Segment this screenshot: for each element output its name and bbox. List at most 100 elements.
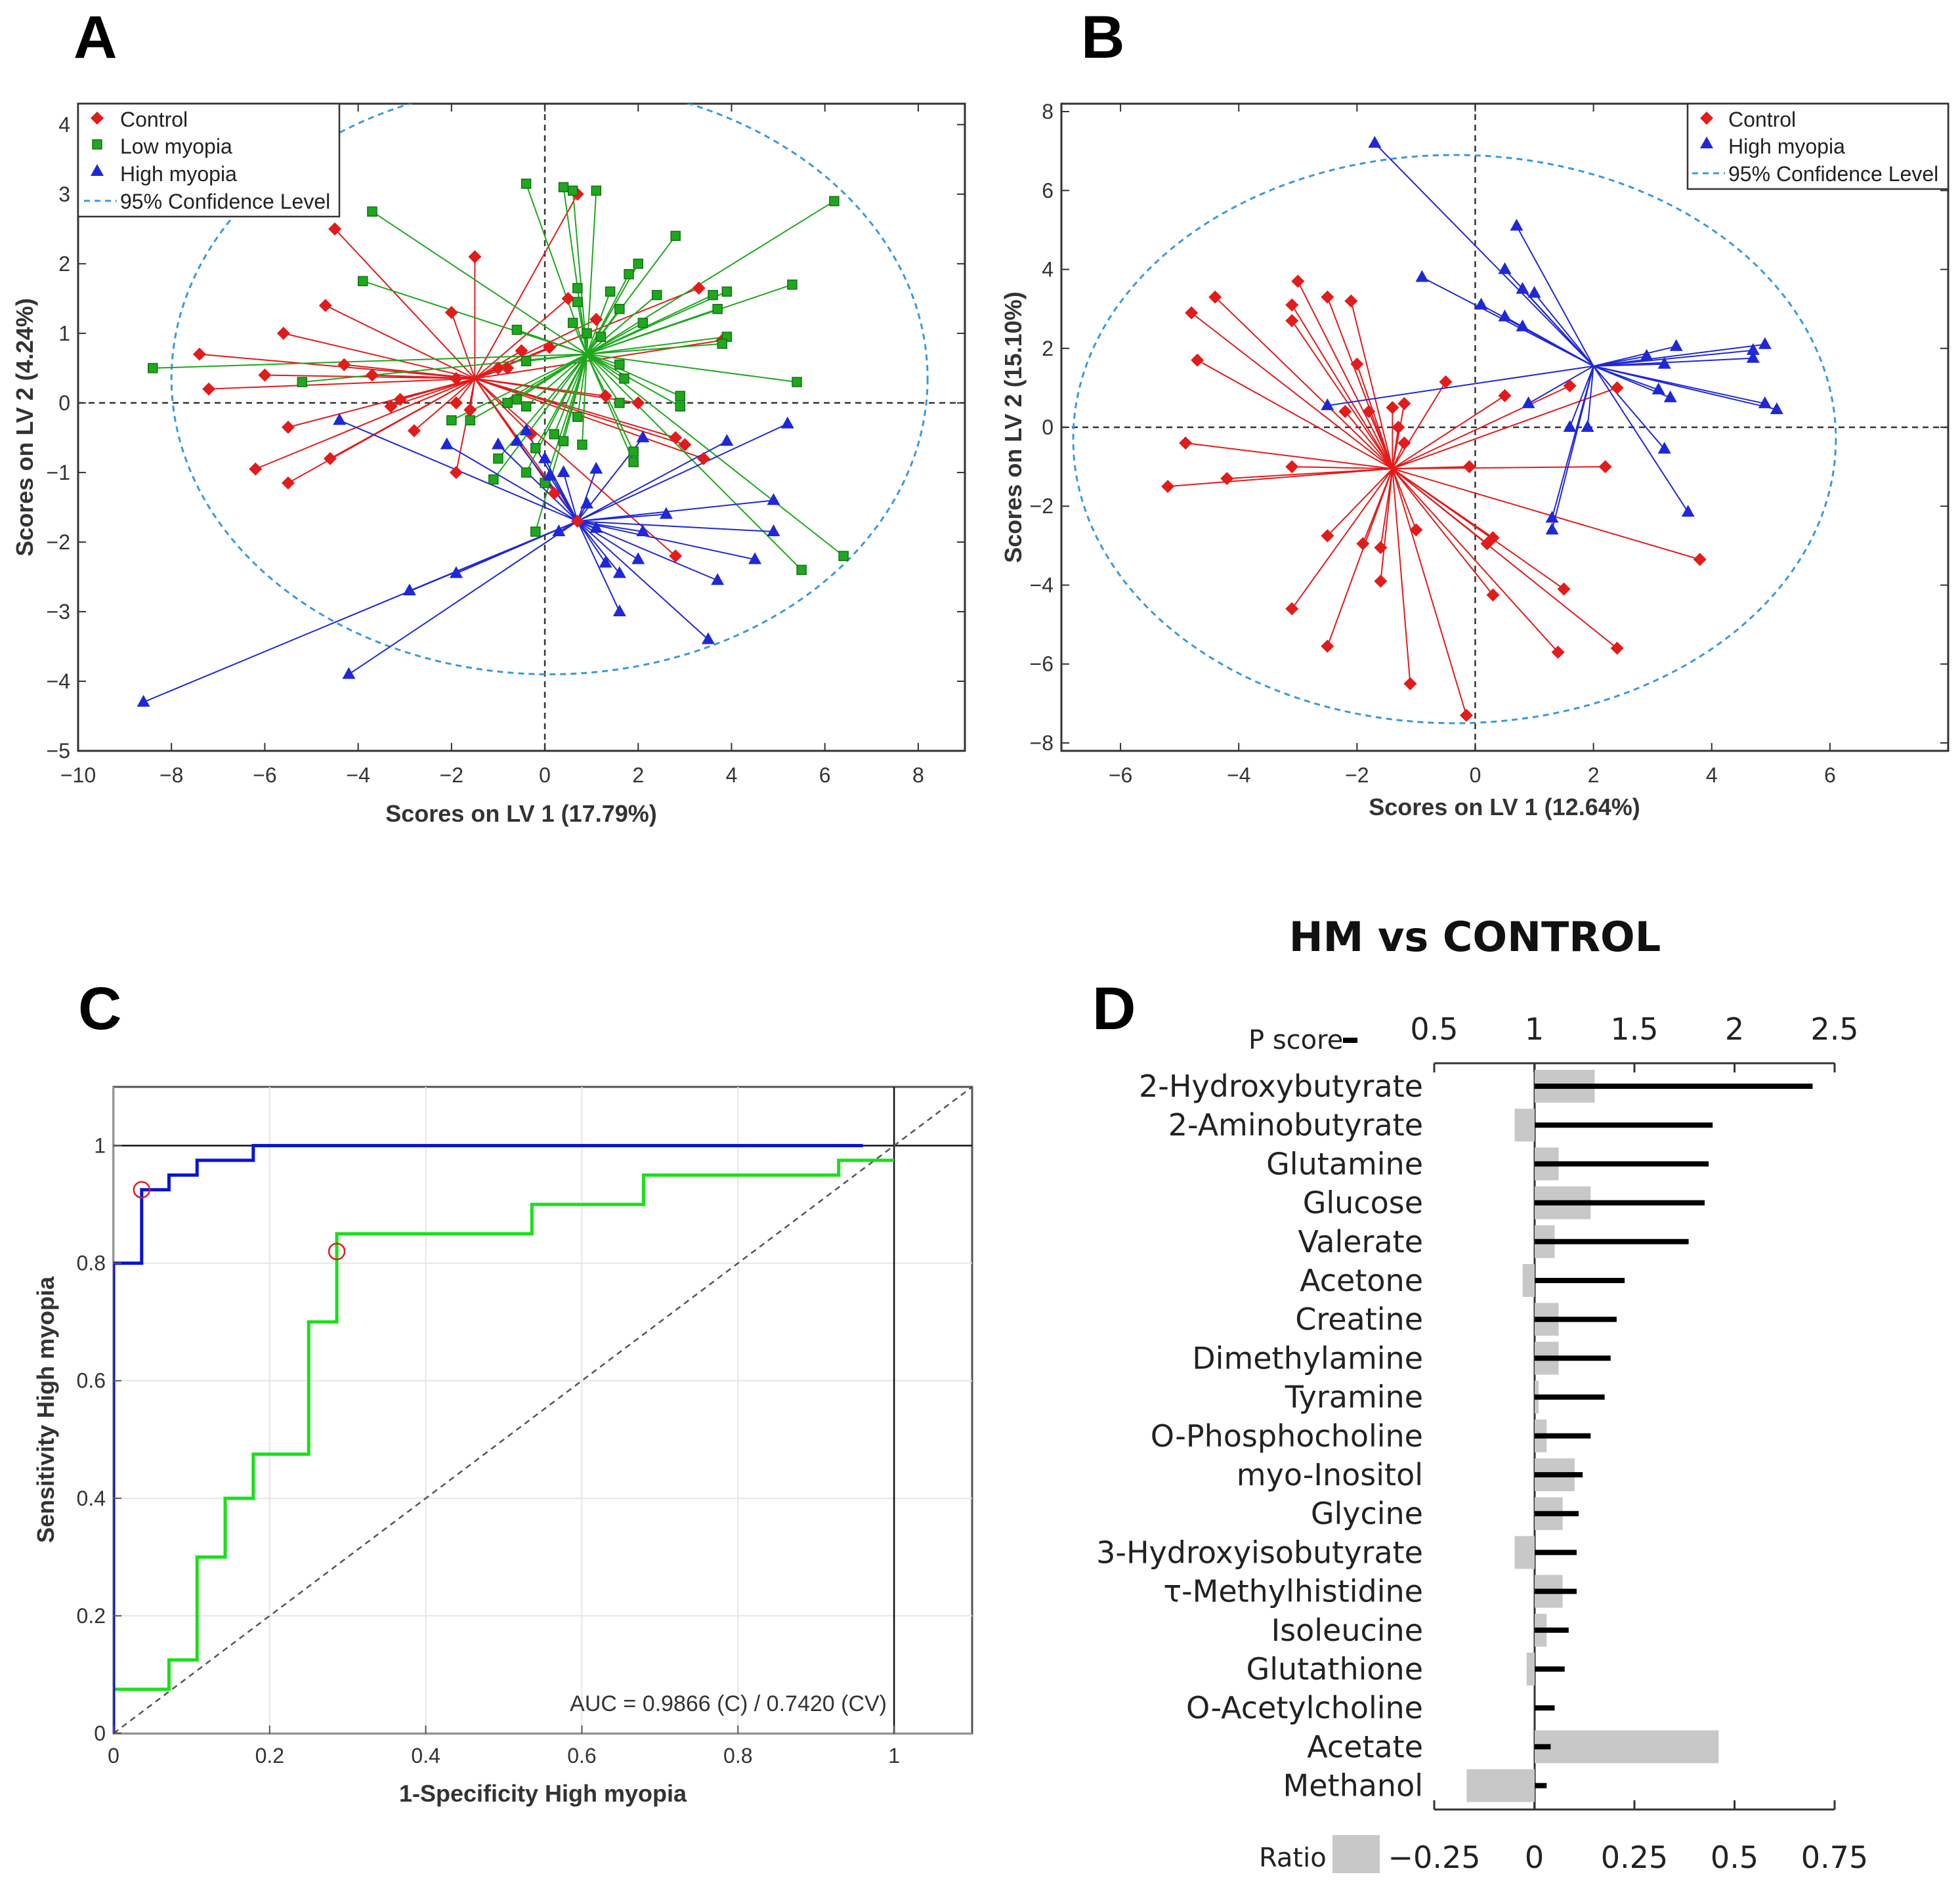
panel-a-spoke <box>493 354 587 480</box>
panel-a-data-point <box>463 403 477 417</box>
panel-label-d: D <box>1092 975 1136 1042</box>
panel-a-data-point <box>767 524 780 537</box>
panel-b-data-point <box>1285 314 1299 328</box>
panel-b-x-tick-label: −4 <box>1227 763 1250 787</box>
panel-d-category-label: Glucose <box>1303 1185 1423 1221</box>
panel-b-data-point <box>1191 353 1204 367</box>
panel-d-ratio-legend-mark <box>1332 1835 1380 1873</box>
panel-a-data-point <box>637 318 649 328</box>
panel-a-data-point <box>595 331 607 342</box>
panel-a-data-point <box>449 371 463 385</box>
panel-b-data-point <box>1368 136 1382 148</box>
panel-a-data-point <box>580 496 594 509</box>
panel-a-spoke <box>330 377 475 459</box>
panel-b-spoke <box>1197 359 1393 470</box>
panel-a-spoke <box>577 520 774 533</box>
legend-b-label-control: Control <box>1728 108 1796 131</box>
panel-b-spoke <box>1392 468 1701 561</box>
panel-a-data-point <box>829 196 840 207</box>
panel-d-category-label: Glycine <box>1311 1496 1423 1531</box>
panel-c-operating-point <box>328 1242 346 1260</box>
panel-a-spoke <box>544 354 587 484</box>
panel-b-y-tick-label: −2 <box>1030 494 1054 518</box>
panel-a-spoke <box>475 377 704 459</box>
panel-b-data-point <box>1362 404 1376 418</box>
panel-a-data-point <box>333 413 347 425</box>
panel-a-data-point <box>767 493 780 505</box>
panel-a-data-point <box>281 421 295 434</box>
panel-d-ratio-bar <box>1526 1653 1535 1685</box>
panel-a-spoke <box>450 312 476 379</box>
panel-c-chance-diagonal <box>114 1087 972 1733</box>
panel-b-spoke <box>1392 385 1570 470</box>
legend-marker-high-myopia <box>91 164 104 176</box>
panel-d-title: HM vs CONTROL <box>1289 913 1661 961</box>
panel-a-data-point <box>624 269 634 280</box>
panel-d-category-label: 3-Hydroxyisobutyrate <box>1096 1534 1423 1570</box>
panel-a-data-point <box>678 438 692 452</box>
panel-b-spoke <box>1191 312 1393 469</box>
panel-b-spoke <box>1291 305 1394 469</box>
panel-a-data-point <box>701 632 715 645</box>
panel-a-x-tick-label: 8 <box>912 763 924 787</box>
panel-a-y-tick-label: −3 <box>47 600 70 624</box>
panel-b-data-point <box>1758 337 1772 349</box>
panel-d-ratio-bar <box>1514 1109 1535 1142</box>
panel-d-category-label: Dimethylamine <box>1192 1340 1423 1376</box>
panel-d-p-score-tick-label: 1.5 <box>1610 1011 1658 1047</box>
panel-a-y-tick-label: 0 <box>58 391 70 415</box>
panel-a-data-point <box>558 436 569 446</box>
panel-d-category-label: Tyramine <box>1285 1380 1423 1415</box>
panel-b-data-point <box>1285 298 1299 312</box>
panel-d-p-score-tick-label: 1 <box>1525 1011 1544 1047</box>
panel-a-spoke <box>577 520 709 641</box>
panel-c-y-tick-label: 1 <box>94 1134 106 1158</box>
panel-a-spoke <box>576 520 620 612</box>
panel-d-category-label: Creatine <box>1295 1301 1423 1337</box>
panel-a-data-point <box>342 667 356 679</box>
panel-a-data-point <box>612 604 626 616</box>
panel-b-spoke <box>1185 442 1393 470</box>
panel-b-data-point <box>1551 645 1565 659</box>
panel-d-p-score-label: P score <box>1248 1025 1343 1055</box>
legend-b-marker-control <box>1700 112 1713 125</box>
panel-a-spoke <box>586 294 658 355</box>
panel-b-spoke <box>1327 365 1594 406</box>
panel-a-data-point <box>599 555 612 568</box>
panel-a-data-point <box>628 446 639 457</box>
panel-b-spoke <box>1592 366 1665 450</box>
panel-a-spoke <box>577 499 774 522</box>
panel-a-data-point <box>567 318 578 328</box>
panel-a-data-point <box>659 507 673 519</box>
panel-b-y-tick-label: 8 <box>1042 100 1054 123</box>
panel-a-x-tick-label: 4 <box>726 763 738 787</box>
panel-b-spoke <box>1593 365 1778 410</box>
panel-b-data-point <box>1409 523 1423 537</box>
panel-d-category-label: τ-Methylhistidine <box>1163 1574 1423 1609</box>
panel-a-x-tick-label: −2 <box>440 763 463 787</box>
panel-b-data-point <box>1356 537 1370 551</box>
panel-a-spoke <box>576 354 588 417</box>
panel-a-data-point <box>538 451 552 463</box>
panel-d-category-label: Methanol <box>1283 1768 1423 1804</box>
panel-b-spoke <box>1593 349 1753 367</box>
panel-d-ratio-tick-label: −0.25 <box>1388 1840 1481 1875</box>
panel-b-spoke <box>1291 468 1394 610</box>
panel-b-data-point <box>1344 294 1358 308</box>
panel-a-data-point <box>493 453 503 464</box>
panel-b-data-point <box>1510 219 1523 231</box>
panel-a-spoke <box>577 520 639 561</box>
panel-a-spoke <box>372 211 587 355</box>
panel-b-score-plot: −6 −4 −2 0 2 4 6 −8 −6 −4 −2 0 2 4 6 8 Scores on LV 1 (… <box>1000 100 1949 820</box>
panel-a-data-point <box>787 279 798 290</box>
panel-a-spoke <box>334 228 476 379</box>
panel-d-ratio-bar <box>1514 1536 1535 1569</box>
panel-a-spoke <box>563 472 578 522</box>
panel-d-ratio-label: Ratio <box>1259 1843 1327 1873</box>
panel-b-spoke <box>1551 366 1594 530</box>
panel-a-data-point <box>605 286 616 297</box>
panel-a-data-point <box>599 389 612 403</box>
panel-a-data-point <box>530 443 541 454</box>
panel-a-spoke <box>572 190 588 354</box>
